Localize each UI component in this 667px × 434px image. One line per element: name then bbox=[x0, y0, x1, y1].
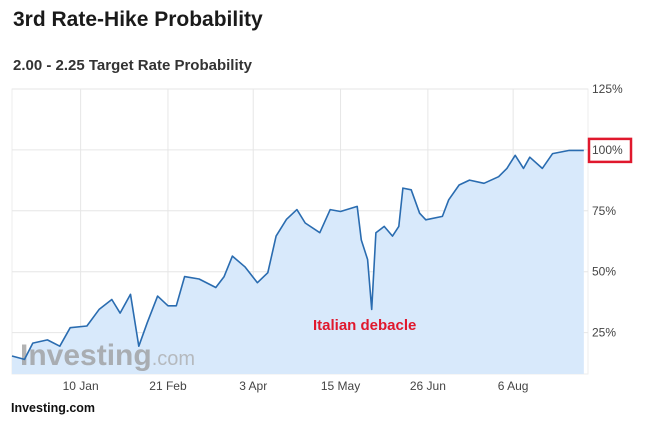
watermark: Investing.com bbox=[20, 339, 195, 372]
highlight-box bbox=[587, 137, 633, 164]
x-tick-label: 15 May bbox=[321, 379, 360, 393]
x-tick-label: 26 Jun bbox=[410, 379, 446, 393]
annotation-italian-debacle: Italian debacle bbox=[313, 317, 416, 334]
y-axis: 25% 50% 75% 100% 125% bbox=[587, 82, 633, 340]
y-tick-label: 75% bbox=[592, 204, 616, 218]
x-tick-label: 21 Feb bbox=[149, 379, 187, 393]
x-tick-label: 3 Apr bbox=[239, 379, 267, 393]
y-tick-label: 50% bbox=[592, 265, 616, 279]
chart-title: 3rd Rate-Hike Probability bbox=[13, 8, 263, 31]
source-label: Investing.com bbox=[11, 401, 96, 415]
x-axis: 10 Jan 21 Feb 3 Apr 15 May 26 Jun 6 Aug bbox=[63, 379, 529, 393]
y-tick-label: 25% bbox=[592, 326, 616, 340]
x-tick-label: 6 Aug bbox=[498, 379, 529, 393]
y-tick-label: 125% bbox=[592, 82, 623, 96]
series-line bbox=[11, 149, 584, 361]
y-tick-label: 100% bbox=[592, 143, 623, 157]
series-area bbox=[12, 150, 584, 374]
chart-subtitle: 2.00 - 2.25 Target Rate Probability bbox=[13, 57, 252, 74]
x-tick-label: 10 Jan bbox=[63, 379, 99, 393]
